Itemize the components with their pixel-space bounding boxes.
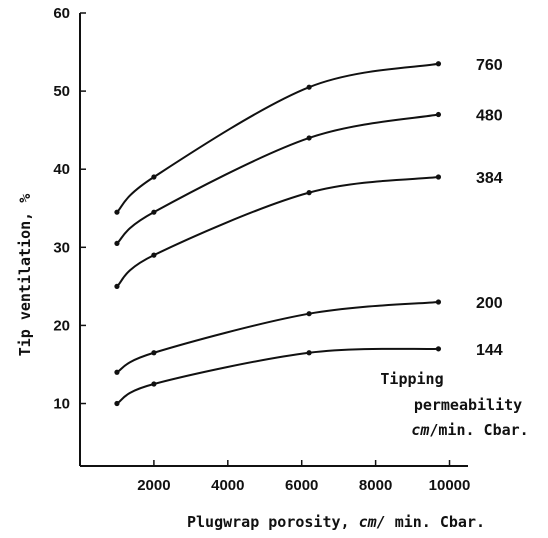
- series-line-480: [116, 113, 439, 245]
- y-axis-ticks: 10 20 30 40 50 60: [53, 5, 86, 413]
- series-line-200: [116, 300, 439, 374]
- series-group: 760 480 384 200 144: [114, 57, 503, 407]
- data-point-760-0: [114, 209, 120, 215]
- data-point-200-0: [114, 369, 120, 375]
- legend-unit-rest: /min. Cbar.: [429, 421, 528, 439]
- data-point-480-3: [435, 111, 442, 118]
- y-axis-title: Tip ventilation, %: [16, 194, 34, 357]
- x-axis-title-text: Plugwrap porosity,: [187, 513, 350, 531]
- data-point-480-2: [306, 135, 312, 141]
- x-tick-label-4000: 4000: [211, 477, 244, 494]
- y-tick-label-40: 40: [53, 161, 70, 178]
- series-line-760: [116, 62, 439, 213]
- series-label-384: 384: [476, 170, 503, 187]
- data-point-144-3: [435, 346, 442, 352]
- data-point-200-2: [306, 311, 312, 317]
- legend-title-line-2: permeability: [414, 396, 522, 414]
- data-point-760-1: [151, 174, 157, 180]
- x-tick-label-6000: 6000: [285, 477, 318, 494]
- x-tick-label-2000: 2000: [137, 477, 170, 494]
- data-point-384-0: [114, 283, 120, 289]
- data-point-200-3: [435, 299, 442, 305]
- x-axis-title-unit: cm/: [359, 513, 386, 531]
- data-point-144-0: [114, 400, 120, 407]
- y-tick-label-10: 10: [53, 396, 70, 413]
- series-label-760: 760: [476, 57, 503, 74]
- data-point-384-3: [435, 174, 442, 180]
- x-axis-title-rest: min. Cbar.: [386, 513, 485, 531]
- y-tick-label-50: 50: [53, 83, 70, 100]
- series-line-144: [116, 347, 439, 405]
- legend-unit: cm/min. Cbar.: [411, 421, 528, 439]
- data-point-144-1: [151, 381, 157, 387]
- series-label-480: 480: [476, 108, 503, 125]
- data-point-480-0: [114, 240, 120, 247]
- axes: [79, 13, 468, 467]
- legend-unit-italic: cm: [411, 421, 429, 439]
- legend-title-line-1: Tipping: [380, 370, 443, 388]
- series-line-384: [116, 176, 439, 288]
- series-label-144: 144: [476, 342, 503, 359]
- y-tick-label-60: 60: [53, 5, 70, 22]
- x-axis-ticks: 2000 4000 6000 8000 10000: [137, 460, 470, 494]
- data-point-480-1: [151, 209, 157, 215]
- y-tick-label-30: 30: [53, 239, 70, 256]
- data-point-384-1: [151, 252, 157, 258]
- x-axis-title: Plugwrap porosity, cm/ min. Cbar.: [187, 513, 485, 531]
- y-tick-label-20: 20: [53, 317, 70, 334]
- data-point-760-2: [306, 84, 312, 90]
- series-label-200: 200: [476, 295, 503, 312]
- data-point-144-2: [306, 350, 312, 356]
- data-point-200-1: [151, 350, 157, 356]
- x-tick-label-8000: 8000: [359, 477, 392, 494]
- x-tick-label-10000: 10000: [429, 477, 471, 494]
- data-point-760-3: [435, 61, 442, 67]
- data-point-384-2: [306, 190, 312, 196]
